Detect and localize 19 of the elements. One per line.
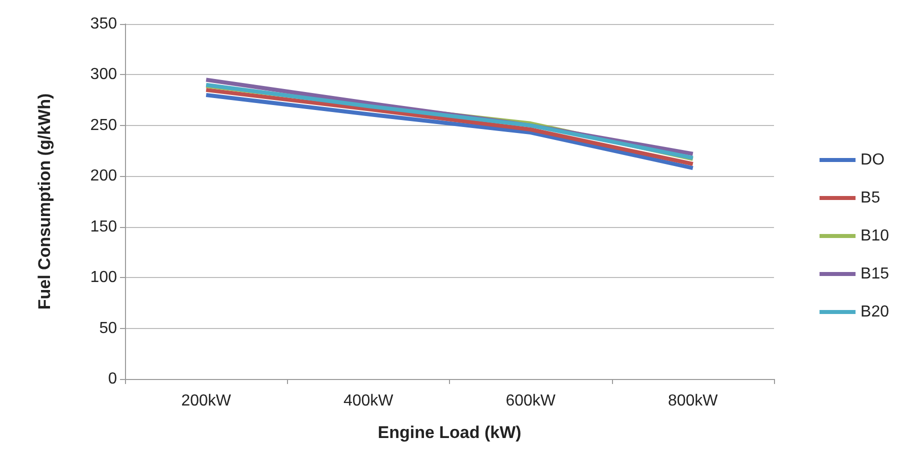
y-tick-label: 150 bbox=[90, 218, 118, 236]
legend-label: B20 bbox=[860, 304, 890, 320]
y-tick-label: 50 bbox=[99, 320, 118, 337]
y-tick-label: 200 bbox=[90, 168, 118, 185]
y-tick-label: 300 bbox=[90, 66, 118, 84]
y-tick-label: 0 bbox=[108, 370, 118, 388]
y-tick-label: 250 bbox=[90, 116, 118, 134]
x-axis-title: Engine Load (kW) bbox=[378, 423, 522, 442]
legend-label: DO bbox=[860, 152, 885, 168]
y-tick-label: 100 bbox=[90, 269, 118, 286]
legend-label: B15 bbox=[860, 266, 890, 282]
x-tick-label: 200kW bbox=[181, 392, 232, 410]
x-tick-label: 600kW bbox=[506, 392, 556, 410]
legend-label: B10 bbox=[860, 228, 890, 244]
x-tick-label: 400kW bbox=[343, 392, 394, 410]
x-tick-label: 800kW bbox=[668, 392, 719, 410]
y-tick-label: 350 bbox=[90, 16, 118, 32]
legend-label: B5 bbox=[860, 190, 880, 206]
y-axis-title: Fuel Consumption (g/kWh) bbox=[35, 93, 54, 310]
